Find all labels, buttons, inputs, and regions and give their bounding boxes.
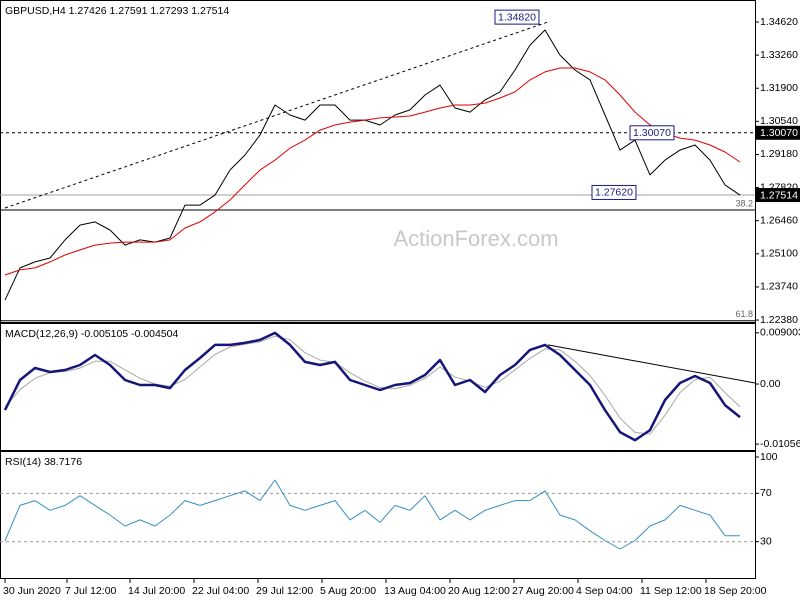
series-line [4, 479, 740, 550]
pane-title: GBPUSD,H4 1.27426 1.27591 1.27293 1.2751… [5, 5, 229, 17]
y-tick-label: 1.29180 [760, 148, 798, 160]
annotation-box [591, 184, 637, 200]
x-tick-label: 18 Sep 20:00 [704, 585, 767, 597]
annotation-box [629, 125, 675, 141]
y-tick-label: 0.009003 [760, 327, 800, 339]
price-tag [756, 188, 800, 203]
x-tick-label: 11 Sep 12:00 [640, 585, 702, 597]
x-tick-label: 14 Jul 20:00 [128, 585, 185, 597]
x-tick-label: 13 Aug 04:00 [384, 585, 446, 597]
level-label: 38.2 [735, 198, 753, 208]
pane-frame [0, 0, 756, 323]
y-tick-label: 100 [760, 451, 778, 463]
y-tick-label: 1.33260 [760, 49, 798, 61]
trendline [547, 344, 756, 384]
x-tick-label: 30 Jun 2020 [3, 585, 61, 597]
level-label: 61.8 [735, 309, 753, 319]
series-line [4, 335, 741, 435]
price-tag [756, 125, 800, 140]
y-tick-label: 30 [760, 535, 772, 547]
pane-frame [0, 451, 756, 579]
y-tick-label: 1.30540 [760, 115, 798, 127]
y-tick-label: 1.22380 [760, 314, 798, 326]
annotation-label: 1.34820 [498, 11, 536, 23]
y-tick-label: 1.23740 [760, 281, 798, 293]
price-tag-label: 1.27514 [760, 189, 798, 201]
pane-frame [0, 323, 756, 451]
x-tick-label: 27 Aug 20:00 [512, 585, 574, 597]
price-tag-label: 1.30070 [760, 127, 798, 139]
annotation-label: 1.27620 [595, 187, 633, 199]
x-tick-label: 20 Aug 12:00 [448, 585, 510, 597]
watermark: ActionForex.com [393, 226, 558, 251]
y-tick-label: 1.25100 [760, 248, 798, 260]
y-tick-label: -0.010566 [760, 438, 800, 450]
annotation-box [494, 9, 540, 25]
series-line [3, 331, 741, 442]
x-tick-label: 4 Sep 04:00 [576, 585, 633, 597]
y-tick-label: 70 [760, 487, 772, 499]
series-line [4, 67, 741, 276]
x-tick-label: 7 Jul 12:00 [65, 585, 117, 597]
y-tick-label: 1.26460 [760, 214, 798, 226]
pane-title: RSI(14) 38.7176 [5, 456, 82, 468]
x-tick-label: 22 Jul 04:00 [192, 585, 249, 597]
x-tick-label: 5 Aug 20:00 [320, 585, 376, 597]
series-line [4, 29, 741, 301]
y-tick-label: 1.31900 [760, 82, 798, 94]
y-tick-label: 0.00 [760, 378, 781, 390]
pane-title: MACD(12,26,9) -0.005105 -0.004504 [5, 328, 179, 340]
x-tick-label: 29 Jul 12:00 [256, 585, 313, 597]
annotation-label: 1.30070 [633, 127, 671, 139]
y-tick-label: 1.34620 [760, 16, 798, 28]
